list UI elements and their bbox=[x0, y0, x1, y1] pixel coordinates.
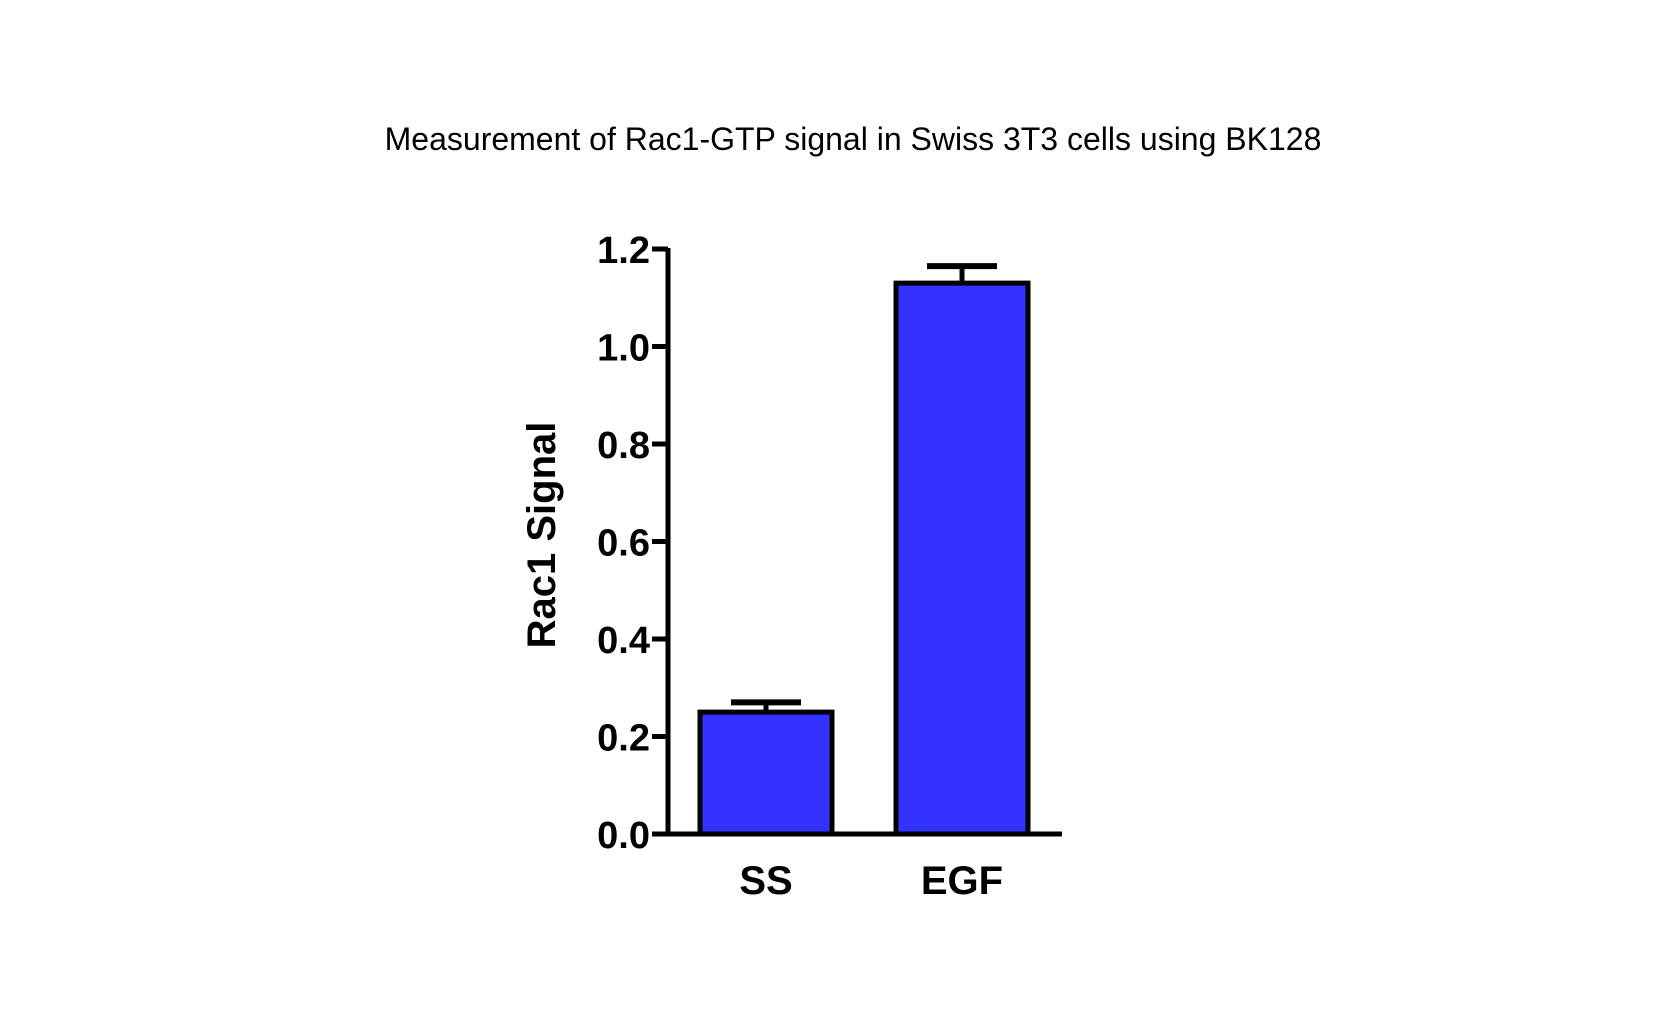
x-labels-layer: SS EGF bbox=[739, 859, 1003, 903]
y-tick-label: 0.0 bbox=[597, 815, 650, 857]
error-bars-layer bbox=[731, 263, 997, 713]
bar-ss bbox=[697, 709, 835, 837]
y-tick-label: 0.6 bbox=[597, 523, 650, 565]
y-tick-label: 1.2 bbox=[597, 230, 650, 272]
y-axis-label: Rac1 Signal bbox=[520, 422, 564, 649]
y-tick-label: 0.4 bbox=[597, 620, 650, 662]
chart-title: Measurement of Rac1-GTP signal in Swiss … bbox=[385, 121, 1322, 157]
x-category-label: EGF bbox=[921, 859, 1003, 903]
y-tick-label: 0.2 bbox=[597, 718, 650, 760]
y-tick-label: 0.8 bbox=[597, 425, 650, 467]
x-category-label: SS bbox=[739, 859, 792, 903]
y-ticks-layer: 0.0 0.2 0.4 0.6 0.8 1.0 1.2 bbox=[597, 230, 668, 857]
bar-egf bbox=[893, 280, 1031, 837]
y-tick-label: 1.0 bbox=[597, 328, 650, 370]
bars-layer bbox=[697, 280, 1031, 837]
